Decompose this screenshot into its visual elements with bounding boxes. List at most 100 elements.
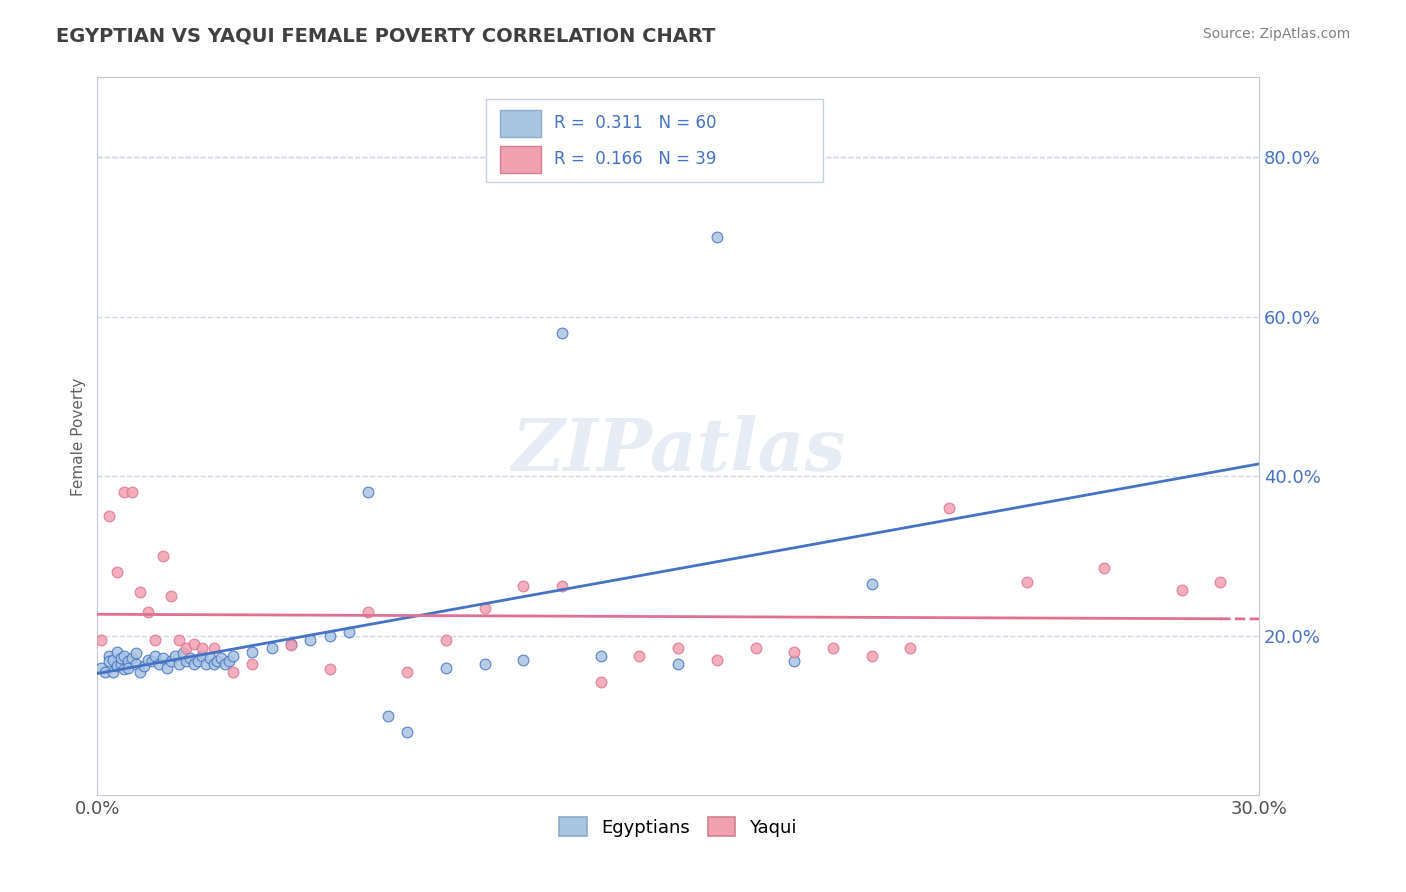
Point xyxy=(512,653,534,667)
Point xyxy=(218,654,240,668)
Point xyxy=(357,485,380,500)
Point xyxy=(280,639,302,653)
Point xyxy=(666,640,689,655)
Point xyxy=(1209,574,1232,589)
Legend: Egyptians, Yaqui: Egyptians, Yaqui xyxy=(553,810,804,844)
FancyBboxPatch shape xyxy=(486,99,824,182)
Point xyxy=(299,632,322,647)
Point xyxy=(163,648,186,663)
Point xyxy=(318,629,340,643)
Point xyxy=(98,654,121,668)
Point xyxy=(214,657,236,671)
Point xyxy=(783,654,806,668)
Point xyxy=(337,624,360,639)
Point xyxy=(191,648,214,663)
Point xyxy=(280,637,302,651)
Point xyxy=(172,647,194,661)
Point xyxy=(1092,561,1115,575)
Point xyxy=(628,648,651,663)
Point xyxy=(94,665,117,679)
Point xyxy=(551,326,574,340)
Point xyxy=(156,661,179,675)
Point xyxy=(176,654,198,668)
Point xyxy=(114,485,136,500)
Point xyxy=(474,601,496,615)
Point xyxy=(202,657,225,671)
Point xyxy=(202,640,225,655)
Point xyxy=(377,708,399,723)
Point xyxy=(136,653,159,667)
Point xyxy=(191,640,214,655)
Text: R =  0.311   N = 60: R = 0.311 N = 60 xyxy=(554,114,717,132)
Point xyxy=(136,605,159,619)
Point xyxy=(318,662,340,676)
Point xyxy=(260,640,283,655)
Point xyxy=(1170,582,1192,597)
Point xyxy=(222,648,245,663)
Point xyxy=(434,632,457,647)
Point xyxy=(821,640,844,655)
Point xyxy=(551,579,574,593)
Point xyxy=(110,657,132,671)
Point xyxy=(589,648,612,663)
Point xyxy=(121,485,143,500)
Point xyxy=(160,589,183,603)
Point xyxy=(141,654,163,668)
Point xyxy=(114,648,136,663)
Text: ZIPatlas: ZIPatlas xyxy=(512,416,845,486)
Point xyxy=(125,657,148,671)
Point xyxy=(666,657,689,671)
Point xyxy=(860,648,883,663)
Text: Source: ZipAtlas.com: Source: ZipAtlas.com xyxy=(1202,27,1350,41)
Point xyxy=(207,654,229,668)
Point xyxy=(209,651,232,665)
Point xyxy=(183,657,205,671)
Point xyxy=(744,640,766,655)
Y-axis label: Female Poverty: Female Poverty xyxy=(72,377,86,496)
Point xyxy=(160,654,183,668)
Text: EGYPTIAN VS YAQUI FEMALE POVERTY CORRELATION CHART: EGYPTIAN VS YAQUI FEMALE POVERTY CORRELA… xyxy=(56,27,716,45)
Point xyxy=(434,661,457,675)
Point xyxy=(938,501,960,516)
FancyBboxPatch shape xyxy=(501,145,541,173)
Point xyxy=(222,665,245,679)
Point xyxy=(589,675,612,690)
Point xyxy=(152,651,174,665)
Point xyxy=(145,648,167,663)
Point xyxy=(176,640,198,655)
Point xyxy=(1015,574,1038,589)
Point xyxy=(114,662,136,676)
Point xyxy=(101,653,124,667)
Point xyxy=(117,661,139,675)
Point xyxy=(121,651,143,665)
Point xyxy=(357,605,380,619)
Point xyxy=(240,657,263,671)
Point xyxy=(706,653,728,667)
Point xyxy=(98,509,121,524)
Point xyxy=(132,659,155,673)
Point xyxy=(194,657,217,671)
Point xyxy=(198,651,221,665)
Point xyxy=(110,651,132,665)
Point xyxy=(783,645,806,659)
Point xyxy=(187,654,209,668)
Point xyxy=(396,665,419,679)
Point xyxy=(900,640,922,655)
Point xyxy=(474,657,496,671)
Point xyxy=(179,651,201,665)
Point xyxy=(145,632,167,647)
Point xyxy=(105,565,128,579)
Point xyxy=(125,647,148,661)
Point xyxy=(129,665,152,679)
Point xyxy=(105,645,128,659)
Point xyxy=(105,659,128,673)
Text: R =  0.166   N = 39: R = 0.166 N = 39 xyxy=(554,150,716,169)
Point xyxy=(98,648,121,663)
Point xyxy=(90,661,112,675)
Point xyxy=(183,637,205,651)
Point xyxy=(101,665,124,679)
Point xyxy=(152,549,174,563)
FancyBboxPatch shape xyxy=(501,110,541,137)
Point xyxy=(167,657,190,671)
Point xyxy=(240,645,263,659)
